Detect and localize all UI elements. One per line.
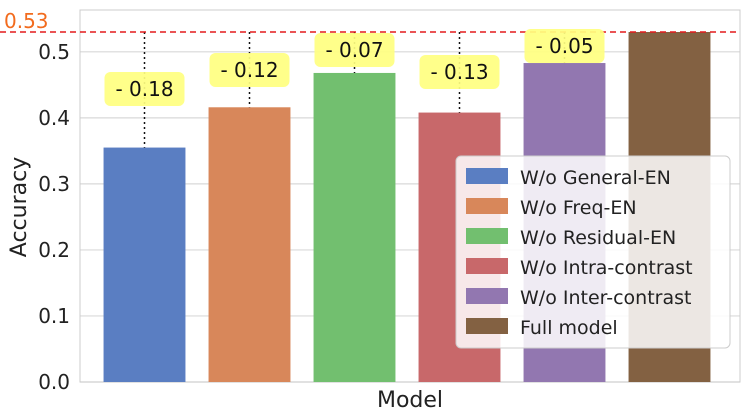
legend: W/o General-EN W/o Freq-EN W/o Residual-EN… <box>455 155 731 349</box>
y-axis-title: Accuracy <box>7 157 32 257</box>
legend-swatch <box>466 198 508 214</box>
legend-label: Full model <box>520 317 618 339</box>
difference-label-box <box>209 53 290 87</box>
y-tick-label: 0.2 <box>38 238 70 262</box>
y-tick-label: 0.3 <box>38 172 70 196</box>
y-tick-label: 0.5 <box>38 40 70 64</box>
legend-box <box>455 155 731 349</box>
difference-label-box <box>314 33 395 67</box>
legend-label: W/o Inter-contrast <box>520 287 691 309</box>
legend-label: W/o Residual-EN <box>520 227 676 249</box>
difference-label-box <box>419 55 500 89</box>
difference-label: - 0.07 <box>325 38 383 62</box>
legend-swatch <box>466 288 508 304</box>
difference-label: - 0.05 <box>535 34 593 58</box>
bar <box>313 72 396 383</box>
difference-label: - 0.12 <box>220 58 278 82</box>
legend-swatch <box>466 168 508 184</box>
difference-label: - 0.18 <box>115 77 173 101</box>
y-tick-label: 0.1 <box>38 304 70 328</box>
legend-label: W/o Intra-contrast <box>520 257 693 279</box>
difference-label: - 0.13 <box>430 60 488 84</box>
legend-swatch <box>466 228 508 244</box>
legend-label: W/o Freq-EN <box>520 197 637 219</box>
bar <box>208 107 291 382</box>
y-tick-label: 0.4 <box>38 106 70 130</box>
plot-frame <box>79 9 741 383</box>
legend-label: W/o General-EN <box>520 167 671 189</box>
legend-swatch <box>466 258 508 274</box>
bar <box>103 147 186 382</box>
legend-swatch <box>466 318 508 334</box>
grid-lines <box>79 9 741 383</box>
difference-labels: - 0.18 - 0.12 - 0.07 - 0.13 - 0.05 <box>104 29 605 106</box>
reference-line-label: 0.53 <box>4 9 49 33</box>
difference-label-box <box>104 72 185 106</box>
y-tick-label: 0.0 <box>38 370 70 394</box>
x-axis-title: Model <box>377 388 443 412</box>
difference-label-box <box>524 29 605 63</box>
y-axis-ticks: 0.0 0.1 0.2 0.3 0.4 0.5 <box>38 40 70 394</box>
reference-line-group: 0.53 <box>0 9 740 33</box>
